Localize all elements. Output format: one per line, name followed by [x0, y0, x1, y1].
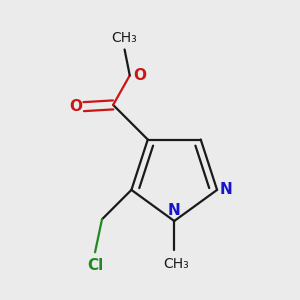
Text: O: O: [133, 68, 146, 83]
Text: O: O: [70, 99, 83, 114]
Text: Cl: Cl: [87, 259, 103, 274]
Text: CH₃: CH₃: [163, 257, 189, 271]
Text: N: N: [168, 203, 181, 218]
Text: N: N: [220, 182, 233, 197]
Text: CH₃: CH₃: [112, 31, 137, 45]
